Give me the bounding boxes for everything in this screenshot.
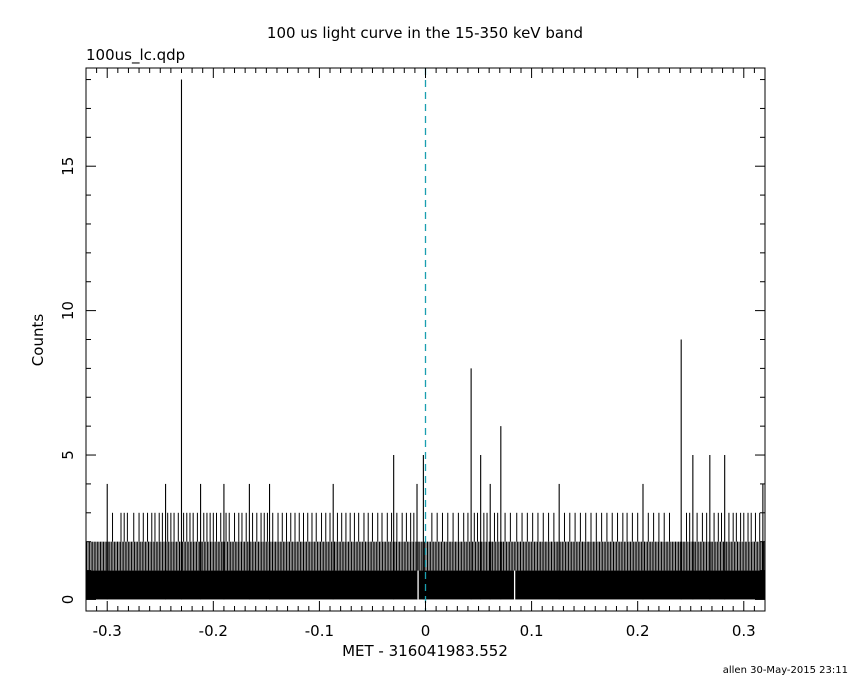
x-tick-label: 0.2 — [626, 622, 650, 640]
count-bars — [106, 79, 764, 600]
x-axis-ticks: -0.3 -0.2 -0.1 0 0.1 0.2 0.3 — [85, 68, 766, 640]
x-tick-label: -0.3 — [93, 622, 122, 640]
x-tick-label: -0.1 — [305, 622, 334, 640]
x-tick-label: 0 — [421, 622, 431, 640]
y-tick-label: 15 — [59, 157, 77, 176]
x-tick-label: -0.2 — [199, 622, 228, 640]
footer-stamp: allen 30-May-2015 23:11 — [723, 665, 848, 676]
x-tick-label: 0.3 — [732, 622, 756, 640]
chart-title: 100 us light curve in the 15-350 keV ban… — [267, 24, 583, 42]
y-tick-label: 10 — [59, 301, 77, 320]
y-tick-label: 5 — [59, 450, 77, 460]
file-name-label: 100us_lc.qdp — [86, 46, 185, 65]
x-axis-label: MET - 316041983.552 — [342, 642, 508, 660]
y-axis-ticks: 0 5 10 15 — [59, 79, 765, 605]
background-count-band — [86, 541, 765, 571]
y-tick-label: 0 — [59, 595, 77, 605]
x-tick-label: 0.1 — [520, 622, 544, 640]
y-axis-label: Counts — [29, 314, 47, 367]
